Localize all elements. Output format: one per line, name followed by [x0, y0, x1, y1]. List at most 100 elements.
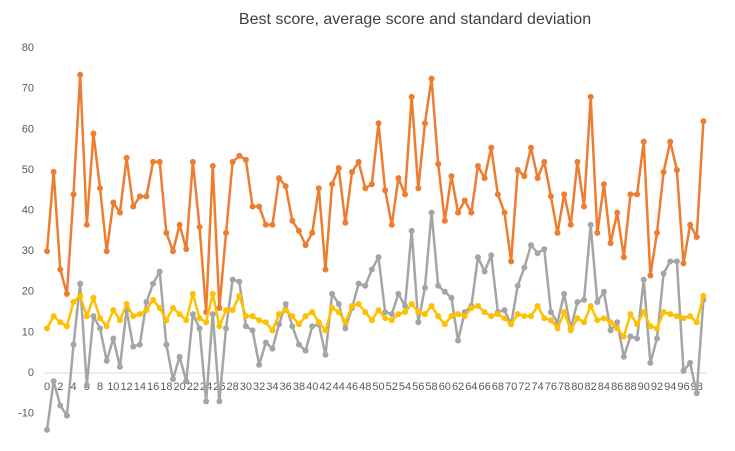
data-point: [395, 175, 402, 182]
y-tick-label: 40: [22, 205, 34, 217]
data-point: [474, 303, 481, 310]
data-point: [700, 292, 707, 299]
data-point: [647, 323, 654, 330]
data-point: [256, 317, 263, 324]
data-point: [501, 315, 508, 322]
data-point: [627, 191, 634, 198]
data-point: [189, 290, 196, 297]
data-point: [501, 307, 508, 314]
data-point: [488, 144, 495, 151]
data-point: [534, 175, 541, 182]
data-point: [276, 311, 283, 318]
data-point: [143, 193, 150, 200]
data-point: [667, 311, 674, 318]
data-point: [441, 288, 448, 295]
x-tick-label: 34: [266, 381, 278, 393]
data-point: [534, 303, 541, 310]
data-point: [97, 315, 104, 322]
data-point: [481, 268, 488, 275]
data-point: [435, 313, 442, 320]
data-point: [574, 158, 581, 165]
data-point: [415, 309, 422, 316]
data-point: [435, 282, 442, 289]
data-point: [309, 309, 316, 316]
data-point: [156, 268, 163, 275]
data-point: [554, 229, 561, 236]
x-tick-label: 32: [253, 381, 265, 393]
data-point: [461, 197, 468, 204]
data-point: [44, 325, 51, 332]
x-tick-label: 2: [57, 381, 63, 393]
y-tick-label: 10: [22, 326, 34, 338]
data-point: [103, 323, 110, 330]
data-point: [362, 309, 369, 316]
data-point: [183, 246, 190, 253]
data-point: [634, 191, 641, 198]
data-point: [640, 309, 647, 316]
x-tick-label: 92: [651, 381, 663, 393]
data-point: [581, 319, 588, 326]
data-point: [368, 181, 375, 188]
x-tick-label: 4: [70, 381, 76, 393]
data-point: [521, 173, 528, 180]
data-point: [667, 138, 674, 145]
data-point: [468, 305, 475, 312]
data-point: [169, 305, 176, 312]
data-point: [541, 246, 548, 253]
data-point: [176, 221, 183, 228]
data-point: [103, 248, 110, 255]
data-point: [169, 376, 176, 383]
data-point: [229, 307, 236, 314]
data-point: [63, 412, 70, 419]
data-point: [421, 311, 428, 318]
data-point: [541, 315, 548, 322]
x-tick-label: 86: [611, 381, 623, 393]
y-tick-label: 70: [22, 83, 34, 95]
data-point: [567, 221, 574, 228]
data-point: [262, 221, 269, 228]
series-line: [45, 292, 705, 338]
data-point: [494, 191, 501, 198]
data-point: [156, 305, 163, 312]
data-point: [448, 173, 455, 180]
data-point: [488, 252, 495, 259]
data-point: [57, 319, 64, 326]
data-point: [388, 221, 395, 228]
data-point: [408, 93, 415, 100]
data-point: [242, 323, 249, 330]
data-point: [136, 311, 143, 318]
data-point: [189, 311, 196, 318]
data-point: [508, 321, 515, 328]
data-point: [57, 402, 64, 409]
data-point: [680, 260, 687, 267]
data-point: [276, 321, 283, 328]
data-point: [640, 276, 647, 283]
data-point: [594, 298, 601, 305]
data-point: [302, 347, 309, 354]
data-point: [289, 217, 296, 224]
data-point: [574, 315, 581, 322]
data-point: [501, 209, 508, 216]
data-point: [428, 75, 435, 82]
data-point: [176, 353, 183, 360]
series-line: [45, 211, 705, 431]
x-tick-label: 60: [439, 381, 451, 393]
data-point: [594, 317, 601, 324]
data-point: [236, 292, 243, 299]
data-point: [382, 187, 389, 194]
data-point: [362, 185, 369, 192]
data-point: [150, 158, 157, 165]
data-point: [342, 319, 349, 326]
x-tick-label: 10: [107, 381, 119, 393]
data-point: [448, 313, 455, 320]
data-point: [614, 325, 621, 332]
data-point: [216, 398, 223, 405]
data-point: [428, 209, 435, 216]
data-point: [282, 183, 289, 190]
data-point: [295, 227, 302, 234]
data-point: [587, 93, 594, 100]
data-point: [620, 333, 627, 340]
data-point: [640, 138, 647, 145]
x-tick-label: 76: [545, 381, 557, 393]
data-point: [620, 254, 627, 261]
